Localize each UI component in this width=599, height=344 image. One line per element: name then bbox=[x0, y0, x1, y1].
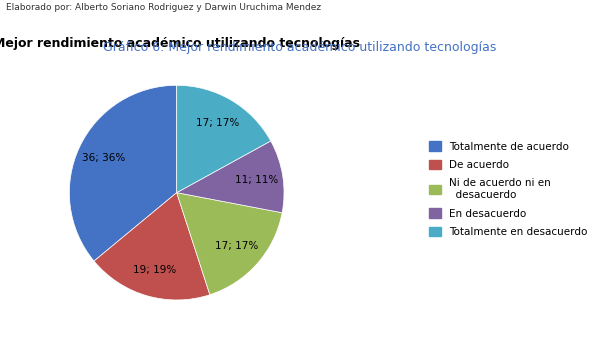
Text: 17; 17%: 17; 17% bbox=[196, 118, 240, 128]
Text: 19; 19%: 19; 19% bbox=[132, 265, 176, 275]
Wedge shape bbox=[177, 193, 282, 295]
Text: 17; 17%: 17; 17% bbox=[216, 241, 259, 251]
Wedge shape bbox=[69, 85, 177, 261]
Wedge shape bbox=[177, 141, 284, 213]
Legend: Totalmente de acuerdo, De acuerdo, Ni de acuerdo ni en
  desacuerdo, En desacuer: Totalmente de acuerdo, De acuerdo, Ni de… bbox=[429, 141, 588, 237]
Wedge shape bbox=[94, 193, 210, 300]
Text: 36; 36%: 36; 36% bbox=[82, 153, 126, 163]
Text: Elaborado por: Alberto Soriano Rodriguez y Darwin Uruchima Mendez: Elaborado por: Alberto Soriano Rodriguez… bbox=[6, 3, 321, 12]
Wedge shape bbox=[177, 85, 271, 193]
Text: Gráfico 6: Mejor rendimiento académico utilizando tecnologías: Gráfico 6: Mejor rendimiento académico u… bbox=[103, 41, 496, 54]
Text: 11; 11%: 11; 11% bbox=[235, 175, 278, 185]
Title: Mejor rendimiento académico utilizando tecnologías: Mejor rendimiento académico utilizando t… bbox=[0, 37, 360, 50]
